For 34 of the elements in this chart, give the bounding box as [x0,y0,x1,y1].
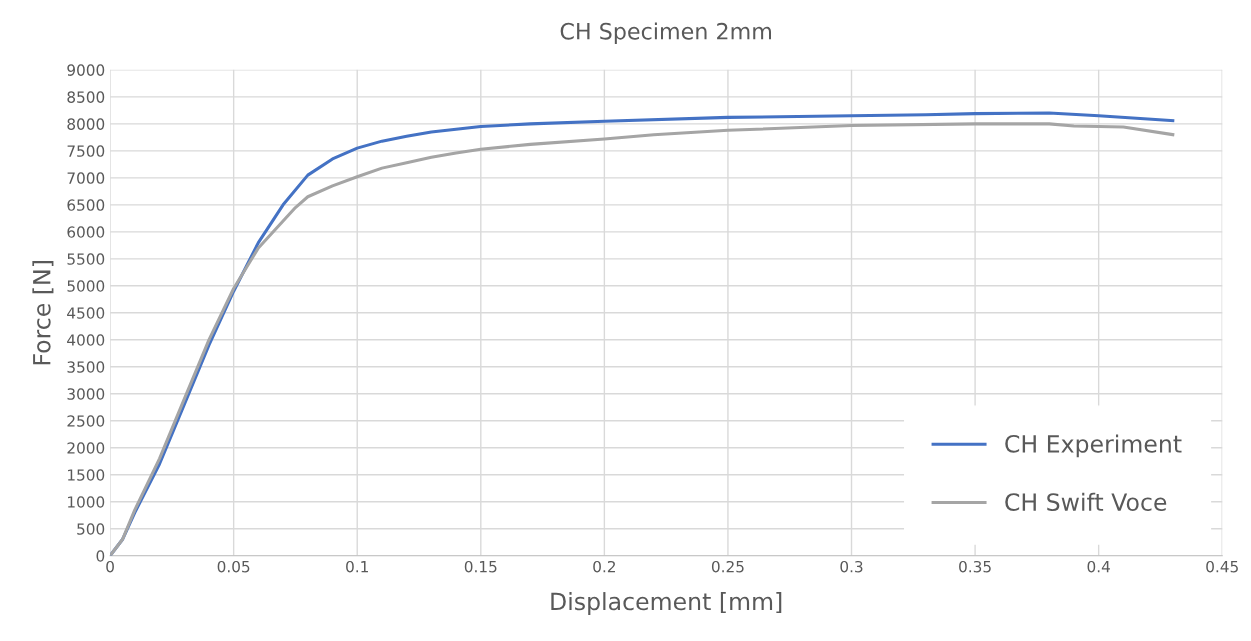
x-tick-label: 0 [106,560,114,573]
x-tick-label: 0.45 [1206,560,1238,573]
x-tick-label: 0.1 [346,560,368,573]
y-tick-label: 500 [77,523,105,535]
x-axis-title: Displacement [mm] [551,592,782,615]
x-tick-label: 0.2 [593,560,615,573]
chart-title: CH Specimen 2mm [560,22,771,44]
y-tick-label: 8500 [67,91,105,103]
x-tick-label: 0.4 [1087,560,1110,573]
x-tick-label: 0.15 [464,560,497,573]
legend-label: CH Experiment [1005,434,1182,458]
x-tick-label: 0.3 [840,560,863,573]
y-tick-label: 6000 [67,226,105,238]
y-tick-label: 1000 [68,496,105,508]
y-tick-label: 7000 [67,172,105,184]
y-tick-label: 4000 [67,334,105,346]
x-tick-label: 0.05 [217,560,250,573]
y-tick-label: 5000 [67,280,105,292]
x-tick-label: 0.35 [959,560,991,573]
y-tick-label: 5500 [67,253,105,265]
y-tick-label: 8000 [67,118,105,130]
y-tick-label: 4500 [67,307,105,319]
y-tick-label: 3000 [67,388,105,400]
y-tick-label: 9000 [67,64,105,76]
y-tick-label: 2500 [67,415,105,427]
y-tick-label: 6500 [67,199,105,211]
y-axis-title: Force [N] [32,261,54,365]
x-tick-label: 0.25 [711,560,744,573]
y-tick-label: 1500 [68,469,105,481]
y-tick-label: 3500 [67,361,105,373]
y-tick-label: 7500 [67,145,105,157]
legend-label: CH Swift Voce [1005,492,1167,512]
y-tick-label: 2000 [67,442,105,454]
y-tick-label: 0 [96,550,105,562]
